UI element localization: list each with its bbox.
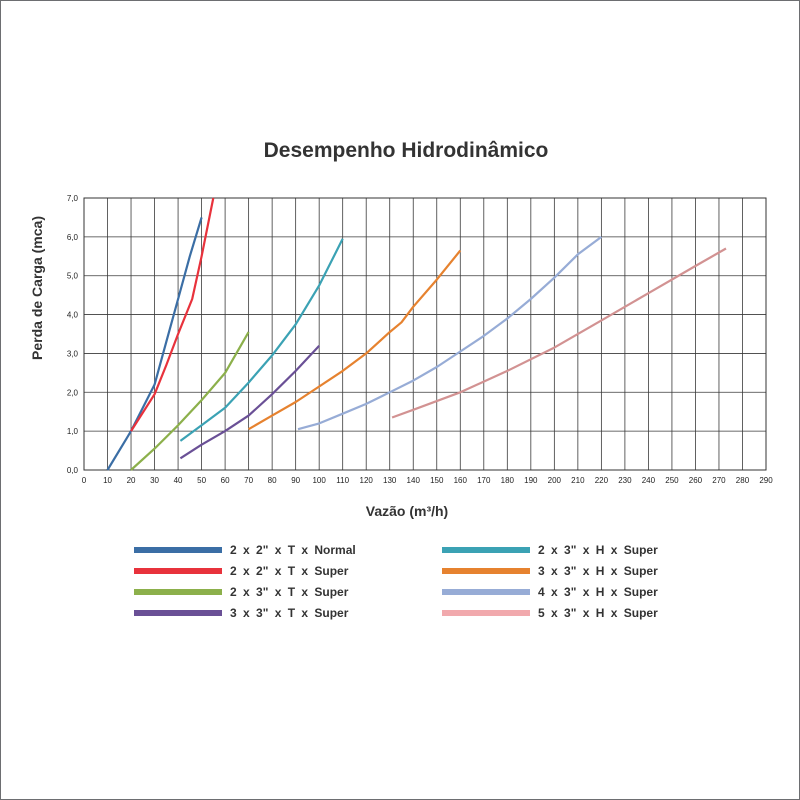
legend-swatch <box>442 589 530 595</box>
x-tick-label: 80 <box>268 476 277 485</box>
legend-label: 5 x 3" x H x Super <box>538 606 658 620</box>
series-line-6 <box>248 249 462 431</box>
plot-area-border <box>83 197 767 471</box>
legend-label: 3 x 3" x T x Super <box>230 606 349 620</box>
x-tick-label: 60 <box>221 476 230 485</box>
x-tick-label: 180 <box>501 476 515 485</box>
legend-item: 5 x 3" x H x Super <box>442 606 658 620</box>
legend-swatch <box>442 547 530 553</box>
x-tick-label: 90 <box>291 476 300 485</box>
chart-grid <box>83 197 767 471</box>
x-tick-label: 70 <box>244 476 253 485</box>
series-line-5 <box>179 238 344 442</box>
legend-label: 2 x 3" x T x Super <box>230 585 349 599</box>
y-axis-ticks: 0,0 1,0 2,0 3,0 4,0 5,0 6,0 7,0 <box>67 194 79 475</box>
legend-item: 2 x 3" x T x Super <box>134 585 349 599</box>
series-line-3 <box>130 331 250 471</box>
legend-swatch <box>134 589 222 595</box>
x-tick-label: 250 <box>665 476 679 485</box>
y-tick-label: 3,0 <box>67 349 79 358</box>
x-tick-label: 190 <box>524 476 538 485</box>
series-line-2 <box>130 197 215 432</box>
x-tick-label: 210 <box>571 476 585 485</box>
x-tick-label: 140 <box>407 476 421 485</box>
legend-label: 2 x 3" x H x Super <box>538 543 658 557</box>
series-lines <box>106 197 727 471</box>
legend-item: 4 x 3" x H x Super <box>442 585 658 599</box>
x-tick-label: 50 <box>197 476 206 485</box>
legend-label: 2 x 2" x T x Normal <box>230 543 356 557</box>
y-tick-label: 1,0 <box>67 427 79 436</box>
legend-item: 3 x 3" x T x Super <box>134 606 349 620</box>
y-tick-label: 5,0 <box>67 272 79 281</box>
x-tick-label: 120 <box>360 476 374 485</box>
x-tick-label: 200 <box>548 476 562 485</box>
x-tick-label: 30 <box>150 476 159 485</box>
chart-title: Desempenho Hidrodinâmico <box>264 139 549 162</box>
x-tick-label: 270 <box>712 476 726 485</box>
y-tick-label: 6,0 <box>67 233 79 242</box>
series-line-7 <box>297 236 603 431</box>
x-tick-label: 280 <box>736 476 750 485</box>
legend-item: 2 x 3" x H x Super <box>442 543 658 557</box>
y-tick-label: 7,0 <box>67 194 79 203</box>
x-tick-label: 220 <box>595 476 609 485</box>
legend-swatch <box>134 610 222 616</box>
x-tick-label: 160 <box>454 476 468 485</box>
legend-swatch <box>442 610 530 616</box>
series-line-8 <box>391 247 727 419</box>
legend-item: 3 x 3" x H x Super <box>442 564 658 578</box>
x-tick-label: 170 <box>477 476 491 485</box>
series-line-4 <box>179 344 321 460</box>
x-tick-label: 10 <box>103 476 112 485</box>
x-tick-label: 110 <box>336 476 349 485</box>
legend-label: 2 x 2" x T x Super <box>230 564 349 578</box>
y-tick-label: 2,0 <box>67 388 79 397</box>
legend-label: 4 x 3" x H x Super <box>538 585 658 599</box>
x-tick-label: 130 <box>383 476 397 485</box>
legend-item: 2 x 2" x T x Normal <box>134 543 356 557</box>
x-tick-label: 260 <box>689 476 703 485</box>
x-tick-label: 290 <box>759 476 773 485</box>
x-tick-label: 150 <box>430 476 444 485</box>
legend-swatch <box>134 547 222 553</box>
x-tick-label: 20 <box>127 476 136 485</box>
x-tick-label: 0 <box>82 476 87 485</box>
x-axis-ticks: 0 10 20 30 40 50 60 70 80 90 100 110 120 130 140 150 160… <box>82 476 773 485</box>
legend-item: 2 x 2" x T x Super <box>134 564 349 578</box>
legend-swatch <box>134 568 222 574</box>
chart-legend: 2 x 2" x T x Normal 2 x 2" x T x Super 2 x… <box>134 543 658 620</box>
legend-swatch <box>442 568 530 574</box>
x-tick-label: 230 <box>618 476 632 485</box>
y-axis-title: Perda de Carga (mca) <box>29 216 45 360</box>
legend-label: 3 x 3" x H x Super <box>538 564 658 578</box>
x-axis-title: Vazão (m³/h) <box>366 503 448 519</box>
x-tick-label: 240 <box>642 476 656 485</box>
x-tick-label: 100 <box>312 476 326 485</box>
y-tick-label: 4,0 <box>67 311 79 320</box>
x-tick-label: 40 <box>174 476 183 485</box>
y-tick-label: 0,0 <box>67 466 79 475</box>
